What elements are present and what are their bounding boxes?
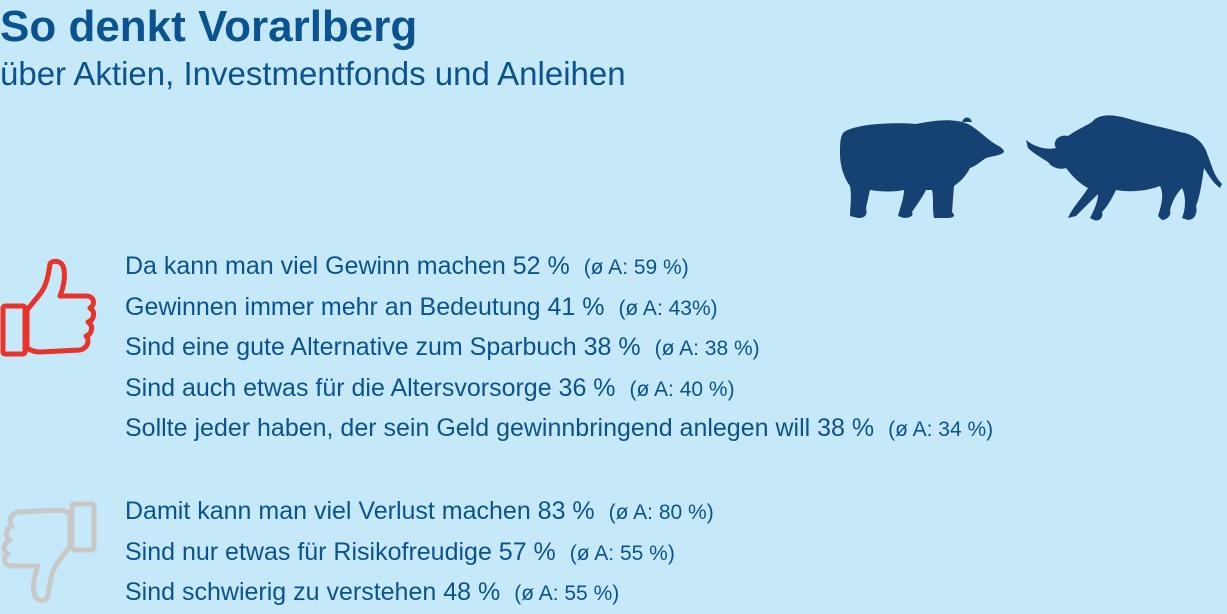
austria-average: (ø A: 38 %): [654, 337, 760, 360]
bear-and-bull-icon: [840, 115, 1222, 221]
thumbs-down-icon: [1, 501, 97, 603]
statement-text: Sollte jeder haben, der sein Geld gewinn…: [125, 414, 875, 442]
austria-average: (ø A: 34 %): [888, 418, 994, 441]
statement-text: Damit kann man viel Verlust machen 83 %: [125, 497, 595, 525]
list-item: Sind schwierig zu verstehen 48 % (ø A: 55…: [125, 573, 714, 614]
austria-average: (ø A: 59 %): [583, 256, 689, 279]
negative-statements: Damit kann man viel Verlust machen 83 % (…: [125, 492, 714, 614]
statement-text: Da kann man viel Gewinn machen 52 %: [125, 252, 570, 280]
thumbs-up-icon: [0, 258, 97, 357]
list-item: Damit kann man viel Verlust machen 83 % (…: [125, 492, 714, 533]
list-item: Da kann man viel Gewinn machen 52 % (ø A:…: [125, 247, 993, 288]
austria-average: (ø A: 43%): [618, 296, 718, 320]
list-item: Sind eine gute Alternative zum Sparbuch …: [125, 328, 993, 369]
statement-text: Sind auch etwas für die Altersvorsorge 3…: [125, 373, 616, 402]
statement-text: Sind schwierig zu verstehen 48 %: [125, 578, 501, 606]
page-subtitle: über Aktien, Investmentfonds und Anleihe…: [0, 55, 626, 92]
austria-average: (ø A: 40 %): [629, 377, 735, 401]
list-item: Sind auch etwas für die Altersvorsorge 3…: [125, 369, 993, 410]
statement-text: Sind eine gute Alternative zum Sparbuch …: [125, 333, 641, 361]
statement-text: Sind nur etwas für Risikofreudige 57 %: [125, 537, 556, 566]
austria-average: (ø A: 80 %): [608, 501, 714, 524]
list-item: Gewinnen immer mehr an Bedeutung 41 % (ø …: [125, 288, 993, 329]
austria-average: (ø A: 55 %): [514, 582, 620, 605]
list-item: Sind nur etwas für Risikofreudige 57 % (ø…: [125, 533, 714, 574]
list-item: Sollte jeder haben, der sein Geld gewinn…: [125, 409, 993, 450]
page-title: So denkt Vorarlberg: [0, 2, 418, 51]
austria-average: (ø A: 55 %): [569, 541, 675, 565]
positive-statements: Da kann man viel Gewinn machen 52 % (ø A:…: [125, 247, 993, 450]
statement-text: Gewinnen immer mehr an Bedeutung 41 %: [125, 292, 605, 321]
